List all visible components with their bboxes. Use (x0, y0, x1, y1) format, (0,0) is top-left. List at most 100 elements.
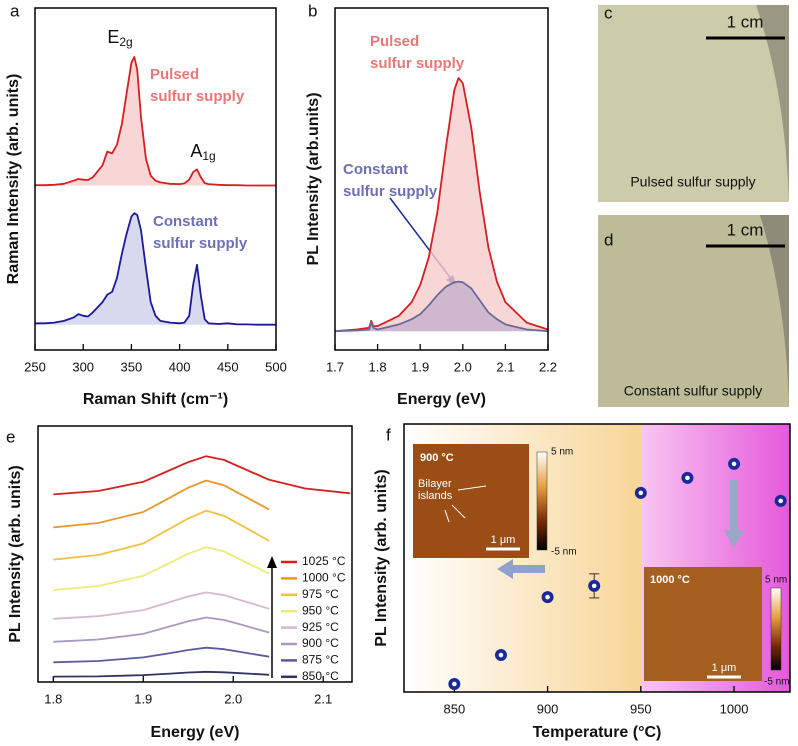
area-fill (335, 78, 548, 332)
legend-label: 875 °C (302, 653, 339, 667)
panel-label: e (6, 427, 15, 446)
plot-frame (34, 7, 277, 351)
arrow-down (724, 480, 744, 548)
annotation: sulfur supply (343, 183, 438, 200)
colorbar-min: -5 nm (551, 547, 577, 558)
colorbar-min: -5 nm (764, 677, 790, 688)
scale-label: 1 μm (712, 662, 737, 674)
x-tick-label: 300 (72, 359, 94, 374)
x-tick-label: 1.8 (369, 359, 387, 374)
series-line (35, 56, 276, 187)
colorbar-max: 5 nm (765, 575, 787, 586)
plot-frame (403, 423, 791, 693)
x-axis-label: Energy (eV) (151, 724, 240, 741)
x-tick-label: 400 (169, 359, 191, 374)
series-line (334, 280, 549, 333)
x-tick-label: 2.2 (539, 359, 557, 374)
point-center (498, 652, 504, 658)
peak-subscript: 2g (119, 35, 132, 49)
point-center (731, 461, 737, 467)
panel-label: f (386, 425, 391, 444)
peak-label: A1g (190, 141, 215, 163)
x-tick-label: 1.9 (411, 359, 429, 374)
scale-label: 1 cm (727, 220, 764, 239)
x-tick-label: 450 (217, 359, 239, 374)
x-axis-label: Energy (eV) (397, 391, 486, 408)
point-center (545, 594, 550, 600)
plot-frame (37, 425, 353, 683)
x-tick-label: 500 (265, 359, 287, 374)
afm-inset-2 (644, 567, 782, 681)
annotation: Constant (343, 161, 408, 178)
panel-label: c (604, 3, 613, 22)
x-tick-label: 1.7 (326, 359, 344, 374)
panel-label: d (604, 230, 613, 249)
x-tick-label: 350 (121, 359, 143, 374)
colorbar-max: 5 nm (551, 447, 573, 458)
legend-label: 925 °C (302, 620, 339, 634)
panel-label: a (10, 1, 20, 20)
y-axis-label: PL Intensity (arb. units) (373, 469, 390, 647)
inset-note: Bilayer (418, 478, 452, 490)
scale-label: 1 cm (727, 12, 764, 31)
series-line (53, 479, 270, 529)
series-line (35, 212, 276, 326)
annotation: Constant (153, 213, 218, 230)
x-tick-label: 1000 (720, 701, 749, 716)
afm-inset-1 (413, 444, 548, 558)
point-center (452, 681, 457, 687)
annotation: sulfur supply (370, 55, 465, 72)
point-center (778, 498, 783, 504)
series-line (53, 616, 270, 643)
plot-frame (334, 7, 549, 351)
x-tick-label: 2.0 (454, 359, 472, 374)
legend-arrow (267, 556, 277, 678)
x-axis-label: Raman Shift (cm⁻¹) (83, 391, 228, 408)
photo-caption: Pulsed sulfur supply (630, 174, 755, 190)
x-tick-label: 950 (630, 701, 652, 716)
annotation: sulfur supply (153, 235, 248, 252)
inset-note: islands (418, 490, 453, 502)
x-tick-label: 2.1 (496, 359, 514, 374)
x-tick-label: 850 (443, 701, 465, 716)
x-tick-label: 250 (24, 359, 46, 374)
x-tick-label: 2.0 (224, 691, 242, 706)
legend-label: 1025 °C (302, 554, 346, 568)
peak-subscript: 1g (202, 149, 215, 163)
inset-temperature: 1000 °C (650, 574, 690, 586)
peak-label: E2g (107, 27, 132, 49)
point-center (638, 490, 644, 496)
annotation: Pulsed (150, 66, 199, 83)
photo-c (598, 5, 789, 202)
scale-label: 1 μm (491, 534, 516, 546)
annotation: sulfur supply (150, 88, 245, 105)
series-line (53, 646, 270, 664)
legend-label: 975 °C (302, 587, 339, 601)
y-axis-label: Raman Intensity (arb. units) (5, 74, 22, 285)
series-line (53, 670, 270, 678)
y-axis-label: PL Intensity (arb. units) (7, 465, 24, 643)
series-line (53, 455, 351, 496)
point-center (685, 475, 690, 481)
series-line (53, 509, 270, 561)
annotation: Pulsed (370, 33, 419, 50)
point-center (591, 583, 597, 589)
photo-d (598, 215, 789, 407)
peak-name: E (107, 27, 119, 47)
arrow-left (497, 559, 545, 579)
photo-caption: Constant sulfur supply (624, 383, 763, 399)
legend-label: 1000 °C (302, 571, 346, 585)
y-axis-label: PL Intensity (arb.units) (305, 92, 322, 265)
legend-label: 850 °C (302, 669, 339, 683)
series-line (53, 591, 270, 620)
series-line (53, 546, 270, 591)
panel-label: b (308, 1, 317, 20)
area-fill (335, 281, 548, 332)
legend-label: 950 °C (302, 603, 339, 617)
x-tick-label: 1.9 (134, 691, 152, 706)
x-tick-label: 2.1 (314, 691, 332, 706)
peak-name: A (190, 141, 202, 161)
x-tick-label: 900 (537, 701, 559, 716)
x-tick-label: 1.8 (44, 691, 62, 706)
